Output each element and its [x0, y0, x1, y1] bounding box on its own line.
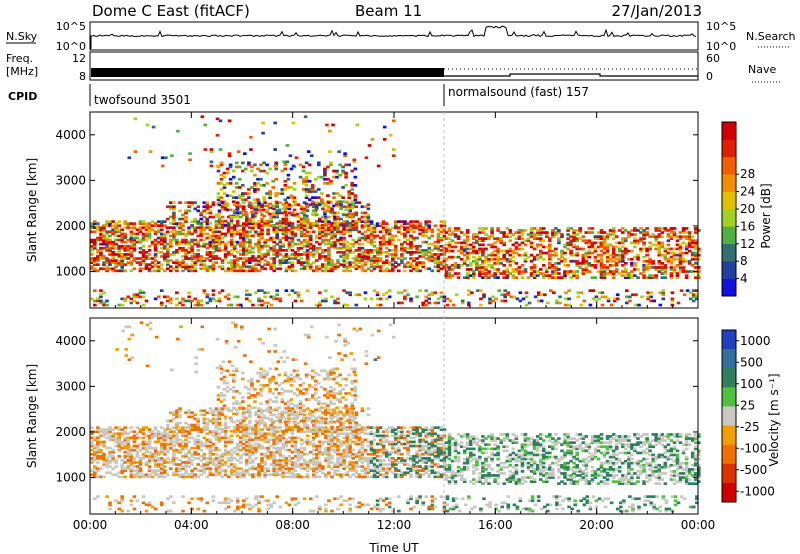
velocity-y-tick-label: 4000 — [55, 334, 86, 348]
freq-tick-top: 12 — [72, 52, 86, 65]
plot-title: Dome C East (fitACF) — [92, 2, 250, 20]
cpid-label: CPID — [8, 90, 37, 103]
freq-trace-normalsound — [444, 73, 698, 77]
x-tick-label: 16:00 — [478, 518, 513, 532]
velocity-colorbar-swatch — [722, 482, 736, 503]
velocity-colorbar-tick: 25 — [740, 398, 755, 412]
x-axis-label: Time UT — [368, 541, 419, 554]
nsearch-label: N.Search — [746, 30, 796, 43]
velocity-colorbar-swatch — [722, 406, 736, 426]
velocity-colorbar-swatch — [722, 444, 736, 465]
power-colorbar-swatch — [722, 191, 736, 210]
x-tick-label: 20:00 — [579, 518, 614, 532]
power-y-axis: 1000 2000 3000 4000 — [55, 128, 698, 279]
power-colorbar-swatch — [722, 261, 736, 279]
freq-band-twofsound — [91, 68, 444, 77]
nsearch-tick-bottom: 10^0 — [706, 40, 736, 53]
velocity-colorbar-tick: -1000 — [740, 484, 775, 498]
power-y-tick-label: 2000 — [55, 219, 86, 233]
velocity-colorbar-label: Velocity [m s⁻¹] — [767, 373, 781, 466]
freq-label-line2: [MHz] — [6, 65, 38, 78]
x-tick-label: 00:00 — [681, 518, 716, 532]
power-y-axis-label: Slant Range [km] — [25, 158, 39, 262]
freq-label-line1: Freq. — [6, 52, 33, 65]
beam-label: Beam 11 — [355, 2, 422, 20]
velocity-y-axis: 1000 2000 3000 4000 — [55, 334, 698, 485]
cpid-mode-normalsound: normalsound (fast) 157 — [448, 85, 589, 99]
velocity-y-tick-label: 1000 — [55, 471, 86, 485]
cpid-mode-twofsound: twofsound 3501 — [94, 93, 191, 107]
velocity-colorbar-tick: 1000 — [740, 334, 771, 348]
power-heatmap — [90, 115, 701, 307]
velocity-colorbar-swatch — [722, 368, 736, 388]
power-panel: 1000 2000 3000 4000 Slant Range [km] 4 8 12 16… — [25, 111, 773, 309]
velocity-colorbar-tick: -25 — [740, 420, 760, 434]
freq-tick-bottom: 8 — [79, 70, 86, 83]
power-colorbar-tick: 4 — [740, 272, 748, 286]
power-x-axis — [89, 112, 699, 308]
velocity-colorbar-tick: 500 — [740, 355, 763, 369]
velocity-panel: 1000 2000 3000 4000 00:00 04:00 08:00 12:00 16:… — [25, 317, 781, 554]
nsky-tick-bottom: 10^0 — [56, 40, 86, 53]
velocity-x-axis: 00:00 04:00 08:00 12:00 16:00 20:00 00:00 — [73, 318, 716, 532]
nave-tick-top: 60 — [706, 52, 720, 65]
power-colorbar-swatch — [722, 139, 736, 158]
velocity-colorbar-swatch — [722, 330, 736, 350]
power-colorbar-swatch — [722, 226, 736, 245]
power-colorbar-tick: 8 — [740, 254, 748, 268]
nsearch-tick-top: 10^5 — [706, 20, 736, 33]
velocity-heatmap — [90, 321, 701, 513]
nave-tick-bottom: 0 — [706, 70, 713, 83]
power-y-tick-label: 1000 — [55, 265, 86, 279]
velocity-y-axis-label: Slant Range [km] — [25, 364, 39, 468]
power-colorbar-tick: 24 — [740, 185, 755, 199]
cpid-strip: CPID twofsound 3501 normalsound (fast) 1… — [8, 84, 589, 107]
power-y-tick-label: 3000 — [55, 173, 86, 187]
x-tick-label: 12:00 — [377, 518, 412, 532]
x-tick-label: 08:00 — [275, 518, 310, 532]
power-colorbar-label: Power [dB] — [759, 183, 773, 248]
velocity-colorbar-tick: 100 — [740, 377, 763, 391]
power-y-tick-label: 4000 — [55, 128, 86, 142]
nsky-label: N.Sky — [6, 30, 38, 43]
power-colorbar-tick: 16 — [740, 219, 755, 233]
power-colorbar-swatch — [722, 122, 736, 140]
power-colorbar-tick: 28 — [740, 167, 755, 181]
velocity-colorbar-swatch — [722, 387, 736, 407]
power-colorbar-swatch — [722, 174, 736, 192]
velocity-colorbar-swatch — [722, 425, 736, 445]
power-colorbar-swatch — [722, 156, 736, 175]
velocity-y-tick-label: 3000 — [55, 379, 86, 393]
date-label: 27/Jan/2013 — [612, 2, 703, 20]
nsky-strip: N.Sky 10^5 10^0 10^5 10^0 N.Search — [6, 20, 796, 53]
velocity-colorbar: 1000 500 100 25 -25 -100 -500 -1000 — [721, 329, 775, 503]
power-colorbar-tick: 20 — [740, 202, 755, 216]
freq-strip: Freq. [MHz] 12 8 60 0 Nave — [6, 51, 780, 83]
nsky-tick-top: 10^5 — [56, 20, 86, 33]
power-colorbar-tick: 12 — [740, 237, 755, 251]
velocity-colorbar-swatch — [722, 349, 736, 369]
power-colorbar-swatch — [722, 209, 736, 227]
velocity-colorbar-tick: -100 — [740, 441, 767, 455]
x-tick-label: 00:00 — [73, 518, 108, 532]
nsky-trace — [90, 25, 697, 49]
x-tick-label: 04:00 — [174, 518, 209, 532]
velocity-colorbar-tick: -500 — [740, 463, 767, 477]
velocity-colorbar-swatch — [722, 463, 736, 484]
power-colorbar-swatch — [722, 243, 736, 262]
velocity-y-tick-label: 2000 — [55, 425, 86, 439]
power-colorbar-swatch — [722, 278, 736, 297]
nave-label: Nave — [748, 63, 776, 76]
power-colorbar: 4 8 12 16 20 24 28 — [721, 121, 755, 297]
